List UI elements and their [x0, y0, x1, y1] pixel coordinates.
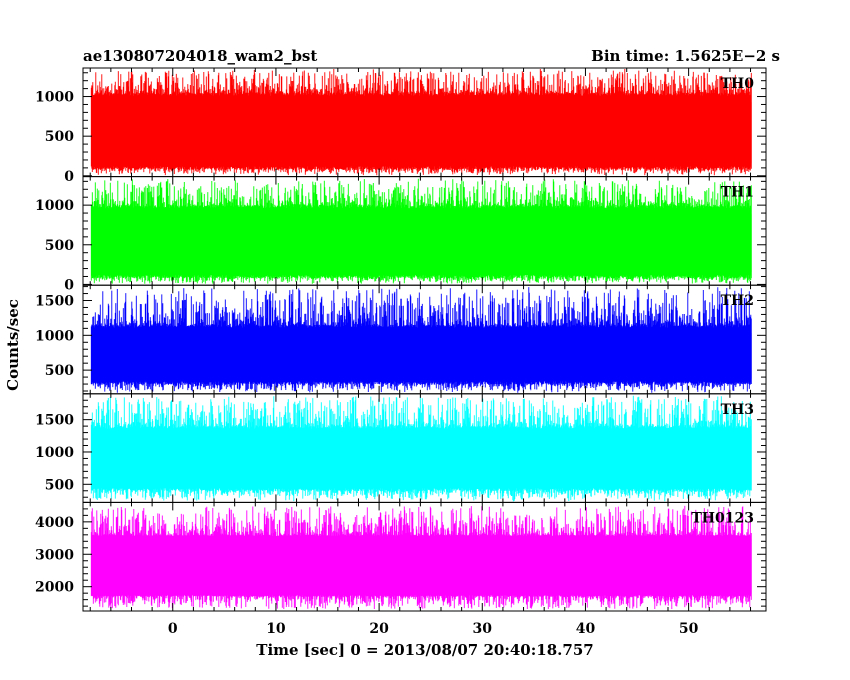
x-axis-label: Time [sec] 0 = 2013/08/07 20:40:18.757: [256, 641, 593, 659]
panel-name-th0123: TH0123: [691, 510, 754, 526]
series-trace-th2: [90, 287, 752, 393]
y-tick-label: 3000: [35, 547, 74, 563]
chart-title-right: Bin time: 1.5625E−2 s: [591, 47, 780, 65]
y-axis-label: Counts/sec: [4, 299, 22, 391]
y-tick-label: 0: [64, 277, 74, 293]
x-tick-label: 10: [266, 621, 286, 637]
chart-title-left: ae130807204018_wam2_bst: [83, 47, 317, 65]
y-tick-label: 4000: [35, 515, 74, 531]
y-tick-label: 500: [45, 477, 74, 493]
x-axis: 0 10 20 30 40 50: [168, 621, 699, 637]
y-tick-label: 1000: [35, 328, 74, 344]
y-tick-label: 0: [64, 169, 74, 185]
panel-th3: 500 1000 1500 TH3: [35, 393, 767, 503]
panel-th0123: 2000 3000 4000 TH0123: [35, 501, 767, 612]
panel-th1: 0 500 1000 TH1: [35, 176, 767, 293]
panel-th2: 500 1000 1500 TH2: [35, 284, 767, 395]
panels-group: 0 500 1000 TH0 0 500 1000 TH1 500 1000 1500 TH2 500 1…: [35, 67, 767, 612]
panel-th0: 0 500 1000 TH0: [35, 67, 767, 185]
y-tick-label: 1000: [35, 445, 74, 461]
series-trace-th3: [90, 395, 752, 502]
panel-name-th0: TH0: [721, 76, 755, 92]
x-tick-label: 30: [473, 621, 493, 637]
y-tick-label: 1000: [35, 198, 74, 214]
y-tick-label: 1500: [35, 294, 74, 310]
panel-name-th2: TH2: [721, 293, 754, 309]
y-tick-label: 1000: [35, 90, 74, 106]
panel-name-th1: TH1: [721, 185, 754, 201]
y-tick-label: 1500: [35, 413, 74, 429]
x-tick-label: 40: [576, 621, 596, 637]
y-tick-label: 500: [45, 363, 74, 379]
series-trace-th0123: [90, 505, 752, 609]
panel-name-th3: TH3: [721, 402, 754, 418]
x-tick-label: 0: [168, 621, 178, 637]
series-trace-th1: [90, 178, 752, 284]
panel-frame: [82, 501, 767, 612]
x-tick-label: 50: [679, 621, 699, 637]
series-trace-th0: [90, 69, 752, 176]
y-tick-label: 500: [45, 238, 74, 254]
y-tick-label: 2000: [35, 580, 74, 596]
x-tick-label: 20: [369, 621, 389, 637]
y-tick-label: 500: [45, 129, 74, 145]
